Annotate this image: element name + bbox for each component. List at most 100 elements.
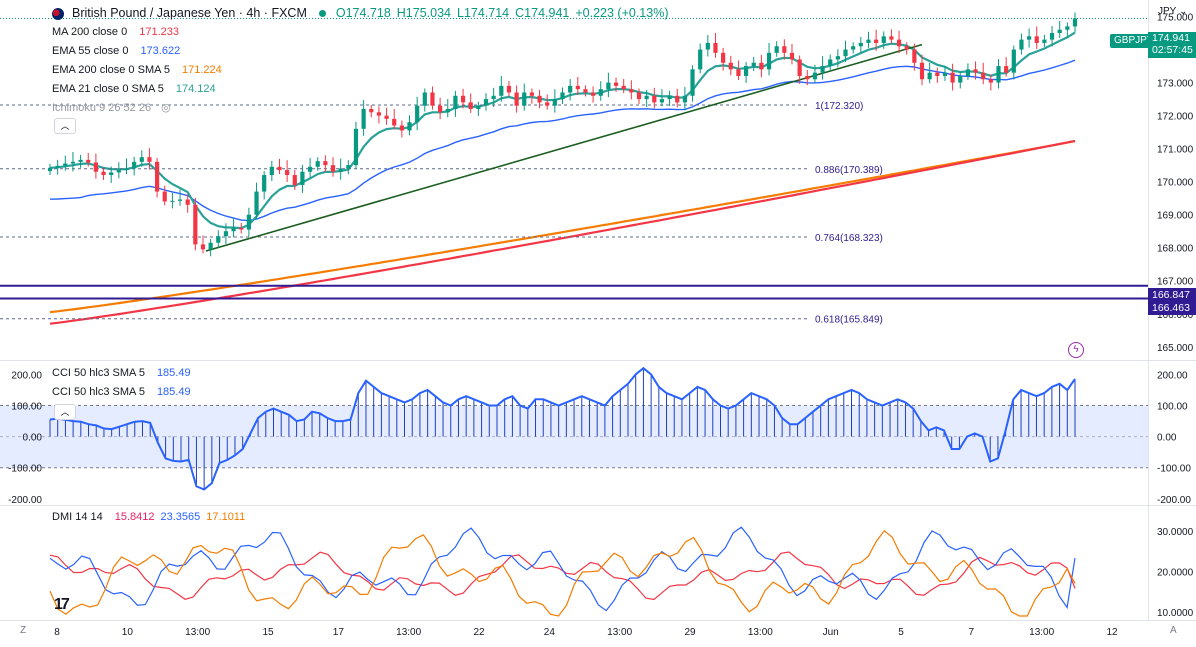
cci-axis-tick: 0.00 — [1157, 433, 1177, 444]
indicator-row[interactable]: CCI 50 hlc3 SMA 5 185.49 — [52, 383, 191, 402]
auto-scale-right-button[interactable]: A — [1170, 625, 1177, 636]
candle-body — [759, 62, 764, 70]
cci-axis-tick: -100.00 — [1157, 464, 1191, 475]
eye-hidden-icon[interactable]: ◎ — [161, 102, 171, 114]
indicator-row[interactable]: Ichimoku 9 26 52 26 ◎ — [52, 99, 668, 118]
symbol-title[interactable]: British Pound / Japanese Yen · 4h · FXCM — [72, 6, 307, 20]
candle-body — [629, 89, 634, 93]
candle-body — [154, 161, 160, 192]
dmi-axis-tick: 20.0000 — [1157, 568, 1194, 579]
candle-body — [392, 118, 397, 126]
candle-body — [139, 157, 144, 162]
time-axis-tick: 29 — [684, 627, 696, 638]
cci-axis-tick: 100.00 — [1157, 402, 1188, 413]
fib-level-label: 0.764(168.323) — [815, 233, 883, 244]
candle-body — [575, 85, 580, 90]
fib-level-label: 0.886(170.389) — [815, 165, 883, 176]
time-axis-tick: 13:00 — [396, 627, 421, 638]
candle-body — [491, 95, 496, 100]
indicator-label: EMA 21 close 0 SMA 5 — [52, 83, 164, 95]
dmi-line-2 — [49, 526, 1076, 612]
indicator-row[interactable]: EMA 55 close 0 173.622 — [52, 42, 668, 61]
candle-body — [851, 46, 856, 50]
candle-body — [78, 159, 83, 162]
candle-body — [927, 72, 932, 80]
time-axis-tick: 7 — [969, 627, 975, 638]
auto-scale-left-button[interactable]: Z — [20, 625, 27, 636]
collapse-legend-button[interactable]: ︿ — [54, 118, 76, 134]
indicator-row[interactable]: DMI 14 14 15.8412 23.3565 17.1011 — [52, 508, 245, 527]
candle-body — [338, 168, 343, 172]
candle-body — [239, 227, 244, 230]
candle-body — [797, 59, 802, 76]
candle-body — [269, 166, 274, 176]
candle-body — [698, 49, 703, 70]
candle-body — [483, 99, 489, 106]
candle-body — [912, 49, 917, 63]
time-axis-tick: 13:00 — [1029, 627, 1054, 638]
candle-body — [950, 72, 955, 83]
candle-body — [415, 105, 420, 123]
candle-body — [805, 75, 810, 80]
indicator-row[interactable]: EMA 200 close 0 SMA 5 171.224 — [52, 61, 668, 80]
candle-body — [514, 92, 519, 106]
candle-body — [545, 102, 550, 106]
candle-body — [1019, 39, 1024, 50]
candle-body — [1049, 33, 1055, 40]
price-axis-tick: 175.000 — [1157, 13, 1194, 24]
candle-body — [468, 102, 473, 109]
candle-body — [101, 171, 106, 176]
alert-bolt-icon[interactable]: ϟ — [1068, 342, 1084, 358]
candle-body — [583, 89, 588, 93]
candle-body — [988, 79, 993, 83]
price-axis-tick: 167.000 — [1157, 277, 1194, 288]
symbol-tag: GBPJPY — [1110, 34, 1158, 48]
candle-body — [147, 157, 152, 162]
candle-body — [407, 122, 412, 131]
dmi-axis-tick: 10.0000 — [1157, 608, 1194, 619]
bar-countdown: 02:57:45 — [1152, 44, 1193, 56]
candle-body — [522, 92, 527, 106]
candle-body — [384, 115, 389, 119]
candle-body — [598, 89, 603, 96]
candle-body — [537, 95, 542, 103]
candle-body — [445, 108, 450, 113]
candle-body — [1034, 36, 1039, 43]
currency-dropdown[interactable]: JPY ⌄ — [1158, 6, 1187, 17]
candle-body — [285, 170, 290, 176]
candle-body — [552, 99, 557, 106]
candle-body — [307, 166, 313, 172]
indicator-row[interactable]: MA 200 close 0 171.233 — [52, 23, 668, 42]
candle-body — [315, 161, 320, 167]
candle-body — [766, 52, 772, 70]
indicator-row[interactable]: CCI 50 hlc3 SMA 5 185.49 — [52, 364, 191, 383]
candle-body — [231, 227, 236, 232]
candle-body — [499, 85, 504, 96]
candle-body — [789, 52, 795, 60]
cci-line — [49, 366, 1076, 491]
candle-body — [590, 92, 596, 96]
candle-body — [438, 105, 443, 113]
candle-body — [935, 72, 940, 76]
price-axis-tick: 173.000 — [1157, 79, 1194, 90]
collapse-cci-button[interactable]: ︿ — [54, 404, 76, 420]
indicator-value: 174.124 — [175, 83, 216, 95]
candle-body — [292, 175, 297, 185]
candle-body — [568, 85, 573, 93]
ohlc-high: H175.034 — [396, 6, 451, 20]
time-axis-tick: 15 — [262, 627, 274, 638]
candle-body — [86, 159, 91, 163]
indicator-value: 23.3565 — [160, 511, 201, 523]
candle-body — [1004, 66, 1009, 73]
candle-body — [835, 56, 840, 60]
candle-body — [996, 66, 1001, 83]
indicator-row[interactable]: EMA 21 close 0 SMA 5 174.124 — [52, 80, 668, 99]
cci-axis-tick-left: 100.00 — [11, 402, 42, 413]
candle-body — [743, 66, 749, 76]
candle-body — [560, 92, 565, 100]
indicator-value: 185.49 — [156, 367, 191, 379]
candle-body — [774, 46, 779, 53]
indicator-label: MA 200 close 0 — [52, 26, 128, 38]
cci-axis-tick: -200.00 — [1157, 495, 1191, 506]
